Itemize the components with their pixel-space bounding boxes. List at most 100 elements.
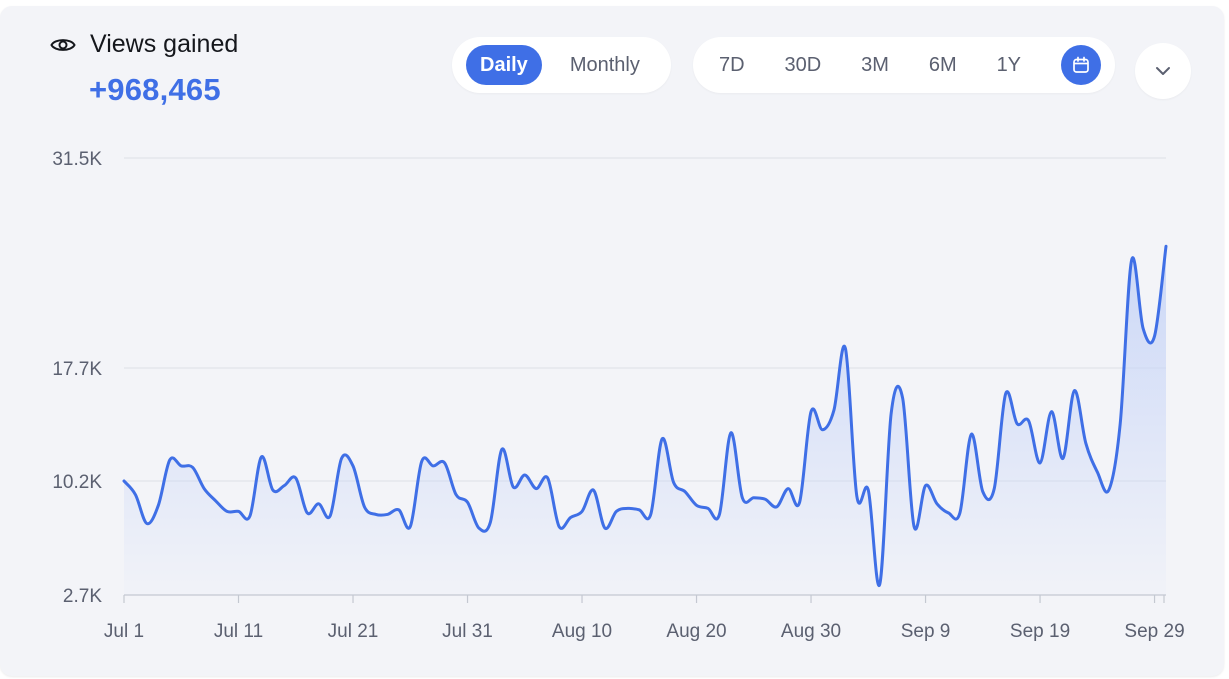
data-point <box>326 512 334 520</box>
data-point <box>464 498 472 506</box>
x-tick-label: Jul 31 <box>442 621 493 642</box>
x-tick-label: Jul 1 <box>104 621 144 642</box>
data-point <box>773 503 781 511</box>
area-fill <box>124 246 1166 595</box>
axes: 2.7K 10.2K 17.7K 31.5K Jul 1 Jul 11 Jul 21 Jul … <box>52 149 1184 642</box>
data-point <box>956 509 964 517</box>
x-tick-label: Jul 21 <box>328 621 379 642</box>
interval-toggle: Daily Monthly <box>452 37 671 93</box>
y-tick-label: 17.7K <box>52 359 102 380</box>
data-point <box>383 510 391 518</box>
data-point <box>704 504 712 512</box>
y-tick-label: 31.5K <box>52 149 102 170</box>
data-point <box>1047 408 1055 416</box>
chart-title: Views gained <box>90 30 239 58</box>
data-point <box>189 463 197 471</box>
data-point <box>303 509 311 517</box>
data-point <box>452 491 460 499</box>
data-point <box>967 430 975 438</box>
data-point <box>567 513 575 521</box>
data-point <box>509 483 517 491</box>
data-point <box>395 506 403 514</box>
data-point <box>681 488 689 496</box>
data-point <box>292 474 300 482</box>
data-point <box>990 485 998 493</box>
data-point <box>1036 459 1044 467</box>
data-point <box>429 462 437 470</box>
data-point <box>1139 324 1147 332</box>
data-point <box>1105 486 1113 494</box>
data-point <box>212 497 220 505</box>
data-point <box>555 523 563 531</box>
data-point <box>624 504 632 512</box>
x-tick-label: Sep 19 <box>1010 621 1070 642</box>
data-point <box>1162 242 1170 250</box>
data-point <box>406 523 414 531</box>
views-total: +968,465 <box>89 72 221 107</box>
data-point <box>761 495 769 503</box>
range-7d-button[interactable]: 7D <box>719 53 745 76</box>
data-point <box>715 510 723 518</box>
x-tick-label: Sep 9 <box>901 621 951 642</box>
data-point <box>360 503 368 511</box>
data-point <box>601 524 609 532</box>
chevron-down-icon <box>1156 67 1170 75</box>
data-point <box>635 506 643 514</box>
data-point <box>154 501 162 509</box>
data-point <box>1082 439 1090 447</box>
options-dropdown-button[interactable] <box>1135 43 1191 99</box>
range-6m-button[interactable]: 6M <box>928 53 957 76</box>
data-point <box>887 409 895 417</box>
data-point <box>922 482 930 490</box>
data-point <box>944 509 952 517</box>
y-tick-label: 10.2K <box>52 472 102 493</box>
data-point <box>1093 468 1101 476</box>
calendar-icon <box>1073 56 1089 73</box>
series-line <box>122 244 1168 587</box>
data-point <box>727 429 735 437</box>
data-point <box>1116 420 1124 428</box>
data-point <box>475 524 483 532</box>
data-point <box>589 486 597 494</box>
data-point <box>372 510 380 518</box>
data-point <box>1151 332 1159 340</box>
data-point <box>235 507 243 515</box>
data-point <box>910 523 918 531</box>
data-point <box>280 482 288 490</box>
data-point <box>246 512 254 520</box>
data-point <box>532 485 540 493</box>
x-tick-label: Aug 10 <box>552 621 612 642</box>
data-point <box>841 344 849 352</box>
data-point <box>498 445 506 453</box>
data-point <box>143 520 151 528</box>
data-point <box>876 580 884 588</box>
data-point <box>1128 256 1136 264</box>
data-point <box>693 501 701 509</box>
data-point <box>738 494 746 502</box>
data-point <box>647 510 655 518</box>
daily-button[interactable]: Daily <box>466 45 542 85</box>
data-point <box>338 454 346 462</box>
range-selector: 7D 30D 3M 6M 1Y <box>693 37 1115 93</box>
x-tick-label: Aug 30 <box>781 621 841 642</box>
range-1y-button[interactable]: 1Y <box>996 53 1022 76</box>
range-30d-button[interactable]: 30D <box>784 53 822 76</box>
custom-range-button[interactable] <box>1060 45 1101 85</box>
data-point <box>223 507 231 515</box>
data-point <box>441 459 449 467</box>
range-3m-button[interactable]: 3M <box>861 53 889 76</box>
data-point <box>418 457 426 465</box>
data-point <box>796 498 804 506</box>
data-point <box>486 518 494 526</box>
data-point <box>1059 454 1067 462</box>
data-point <box>818 426 826 434</box>
data-point <box>658 435 666 443</box>
data-point <box>1070 387 1078 395</box>
data-point <box>612 507 620 515</box>
data-point <box>784 485 792 493</box>
data-point <box>166 456 174 464</box>
data-point <box>670 479 678 487</box>
monthly-button[interactable]: Monthly <box>569 54 640 76</box>
data-point <box>521 471 529 479</box>
